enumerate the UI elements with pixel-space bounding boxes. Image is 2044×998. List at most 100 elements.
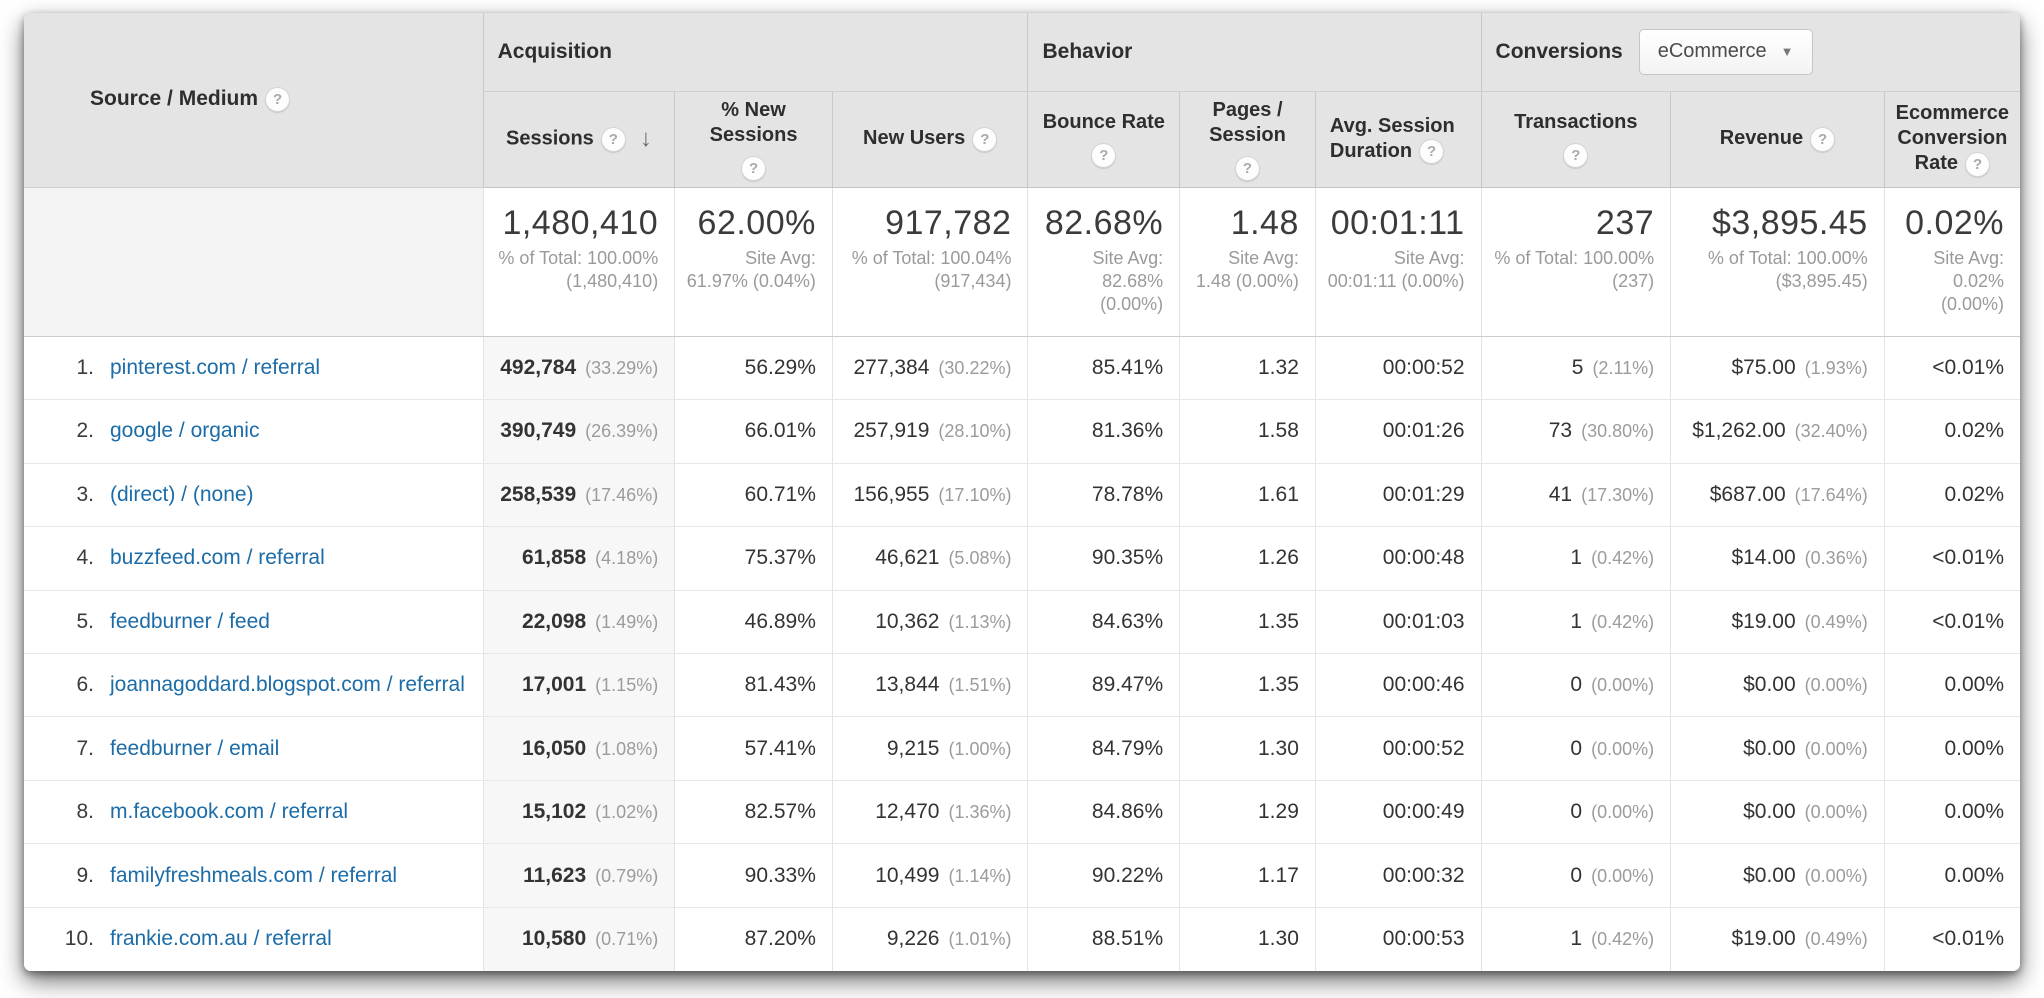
ecommerce-conversion-rate-cell: 0.00% — [1883, 653, 2020, 717]
source-medium-link[interactable]: buzzfeed.com / referral — [110, 546, 325, 570]
help-icon[interactable]: ? — [1419, 139, 1445, 165]
avg-session-duration-cell: 00:00:46 — [1314, 653, 1482, 717]
transactions-cell: 5 (2.11%) — [1480, 335, 1671, 400]
new-sessions-cell: 46.89% — [674, 589, 833, 654]
sessions-cell: 17,001 (1.15%) — [482, 653, 675, 717]
revenue-cell: $1,262.00 (32.40%) — [1670, 399, 1885, 464]
new-sessions-cell: 75.37% — [674, 526, 833, 591]
help-icon[interactable]: ? — [600, 126, 626, 152]
column-header-ecommerce-conversion-rate[interactable]: Ecommerce Conversion Rate? — [1883, 91, 2020, 188]
avg-session-duration-cell: 00:00:48 — [1314, 526, 1482, 591]
pages-session-cell: 1.29 — [1179, 779, 1316, 844]
totals-new-sessions: 62.00% Site Avg: 61.97% (0.04%) — [674, 187, 833, 337]
new-users-cell: 46,621 (5.08%) — [831, 526, 1028, 591]
sessions-cell: 390,749 (26.39%) — [482, 399, 675, 464]
table-row: 6. joannagoddard.blogspot.com / referral… — [24, 653, 2020, 717]
conversions-goal-dropdown[interactable]: eCommerce ▼ — [1638, 28, 1813, 75]
conversions-label: Conversions — [1495, 39, 1623, 63]
row-rank: 10. — [64, 927, 94, 951]
source-medium-cell: 6. joannagoddard.blogspot.com / referral — [24, 653, 484, 717]
transactions-cell: 41 (17.30%) — [1480, 462, 1671, 527]
source-medium-link[interactable]: familyfreshmeals.com / referral — [110, 863, 398, 887]
avg-session-duration-cell: 00:01:26 — [1314, 399, 1482, 464]
transactions-cell: 1 (0.42%) — [1480, 589, 1671, 654]
column-header-source-medium[interactable]: Source / Medium? — [24, 13, 484, 188]
column-header-new-users[interactable]: New Users? — [831, 91, 1028, 188]
sessions-cell: 16,050 (1.08%) — [482, 716, 675, 781]
source-medium-link[interactable]: pinterest.com / referral — [110, 355, 321, 379]
column-header-bounce-rate[interactable]: Bounce Rate? — [1027, 91, 1180, 188]
help-icon[interactable]: ? — [1965, 151, 1991, 177]
source-medium-link[interactable]: feedburner / email — [110, 736, 280, 760]
revenue-cell: $0.00 (0.00%) — [1670, 843, 1885, 908]
revenue-cell: $0.00 (0.00%) — [1670, 716, 1885, 781]
totals-row: 1,480,410 % of Total: 100.00% (1,480,410… — [24, 187, 2020, 337]
avg-session-duration-cell: 00:01:29 — [1314, 462, 1482, 527]
help-icon[interactable]: ? — [972, 126, 998, 152]
revenue-cell: $14.00 (0.36%) — [1670, 526, 1885, 591]
source-medium-cell: 5. feedburner / feed — [24, 589, 484, 654]
ecommerce-conversion-rate-cell: 0.00% — [1883, 779, 2020, 844]
new-users-cell: 156,955 (17.10%) — [831, 462, 1028, 527]
transactions-cell: 0 (0.00%) — [1480, 779, 1671, 844]
ecommerce-conversion-rate-cell: <0.01% — [1883, 906, 2020, 971]
totals-revenue: $3,895.45 % of Total: 100.00% ($3,895.45… — [1670, 187, 1885, 337]
transactions-cell: 0 (0.00%) — [1480, 716, 1671, 781]
source-medium-link[interactable]: (direct) / (none) — [110, 482, 254, 506]
source-medium-link[interactable]: frankie.com.au / referral — [110, 927, 332, 951]
group-behavior: Behavior — [1027, 13, 1482, 92]
help-icon[interactable]: ? — [1810, 126, 1836, 152]
row-rank: 3. — [76, 482, 94, 506]
new-users-cell: 9,215 (1.00%) — [831, 716, 1028, 781]
pages-session-cell: 1.17 — [1179, 843, 1316, 908]
new-sessions-cell: 57.41% — [674, 716, 833, 781]
new-users-cell: 257,919 (28.10%) — [831, 399, 1028, 464]
row-rank: 2. — [76, 419, 94, 443]
pages-session-cell: 1.58 — [1179, 399, 1316, 464]
source-medium-link[interactable]: google / organic — [110, 419, 260, 443]
sessions-cell: 11,623 (0.79%) — [482, 843, 675, 908]
totals-source-cell — [24, 187, 484, 337]
help-icon[interactable]: ? — [1563, 143, 1589, 168]
ecommerce-conversion-rate-cell: 0.00% — [1883, 843, 2020, 908]
row-rank: 7. — [76, 736, 94, 760]
pages-session-cell: 1.35 — [1179, 653, 1316, 717]
revenue-cell: $0.00 (0.00%) — [1670, 779, 1885, 844]
pages-session-cell: 1.26 — [1179, 526, 1316, 591]
source-medium-link[interactable]: joannagoddard.blogspot.com / referral — [110, 673, 465, 697]
totals-bounce-rate: 82.68% Site Avg: 82.68% (0.00%) — [1027, 187, 1180, 337]
column-header-revenue[interactable]: Revenue? — [1670, 91, 1885, 188]
bounce-rate-cell: 84.63% — [1027, 589, 1180, 654]
bounce-rate-cell: 90.35% — [1027, 526, 1180, 591]
source-medium-cell: 1. pinterest.com / referral — [24, 335, 484, 400]
help-icon[interactable]: ? — [1235, 155, 1261, 181]
help-icon[interactable]: ? — [1091, 143, 1117, 168]
source-medium-link[interactable]: feedburner / feed — [110, 609, 270, 633]
revenue-cell: $19.00 (0.49%) — [1670, 906, 1885, 971]
table-row: 9. familyfreshmeals.com / referral 11,62… — [24, 843, 2020, 908]
sort-descending-icon[interactable]: ↓ — [639, 125, 652, 152]
column-header-transactions[interactable]: Transactions? — [1480, 91, 1671, 188]
help-icon[interactable]: ? — [741, 155, 767, 181]
avg-session-duration-cell: 00:00:32 — [1314, 843, 1482, 908]
column-header-sessions[interactable]: Sessions? ↓ — [482, 91, 675, 188]
new-users-cell: 10,362 (1.13%) — [831, 589, 1028, 654]
source-medium-link[interactable]: m.facebook.com / referral — [110, 800, 349, 824]
column-header-avg-session-duration[interactable]: Avg. Session Duration? — [1314, 91, 1482, 188]
metric-header-row: Sessions? ↓ % New Sessions? New Users? Bo… — [24, 91, 2020, 188]
source-medium-cell: 7. feedburner / email — [24, 716, 484, 781]
table-body: 1,480,410 % of Total: 100.00% (1,480,410… — [24, 187, 2020, 971]
avg-session-duration-cell: 00:00:49 — [1314, 779, 1482, 844]
totals-pages-session: 1.48 Site Avg: 1.48 (0.00%) — [1179, 187, 1316, 337]
help-icon[interactable]: ? — [265, 87, 291, 113]
revenue-cell: $687.00 (17.64%) — [1670, 462, 1885, 527]
table-row: 7. feedburner / email 16,050 (1.08%) 57.4… — [24, 716, 2020, 781]
column-header-new-sessions[interactable]: % New Sessions? — [674, 91, 833, 188]
group-acquisition: Acquisition — [482, 13, 1028, 92]
chevron-down-icon: ▼ — [1780, 43, 1794, 59]
column-header-pages-session[interactable]: Pages / Session? — [1179, 91, 1316, 188]
new-sessions-cell: 90.33% — [674, 843, 833, 908]
avg-session-duration-cell: 00:00:52 — [1314, 716, 1482, 781]
ecommerce-conversion-rate-cell: 0.02% — [1883, 462, 2020, 527]
new-users-cell: 277,384 (30.22%) — [831, 335, 1028, 400]
